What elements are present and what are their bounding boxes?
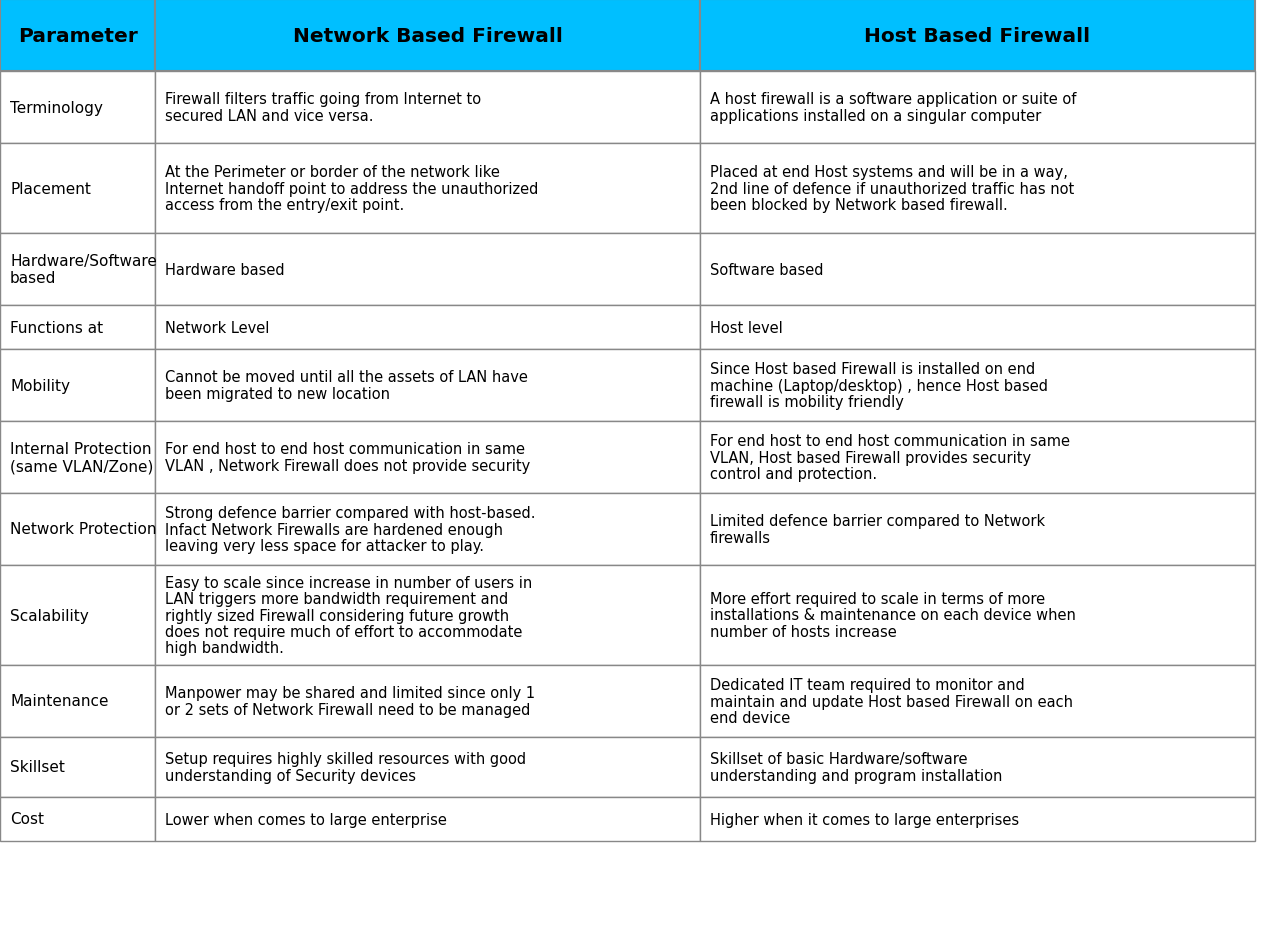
Text: Placed at end Host systems and will be in a way,: Placed at end Host systems and will be i… <box>710 165 1068 180</box>
Text: Software based: Software based <box>710 262 823 277</box>
Text: access from the entry/exit point.: access from the entry/exit point. <box>165 198 404 212</box>
Bar <box>700 797 1254 842</box>
Text: secured LAN and vice versa.: secured LAN and vice versa. <box>165 109 374 124</box>
Text: Terminology: Terminology <box>10 100 102 115</box>
Text: Network Protection: Network Protection <box>10 522 156 537</box>
Text: been blocked by Network based firewall.: been blocked by Network based firewall. <box>710 198 1007 212</box>
Text: Limited defence barrier compared to Network: Limited defence barrier compared to Netw… <box>710 514 1046 528</box>
Text: understanding of Security devices: understanding of Security devices <box>165 768 416 783</box>
Bar <box>155 144 700 234</box>
Text: rightly sized Firewall considering future growth: rightly sized Firewall considering futur… <box>165 608 509 623</box>
Bar <box>700 0 1254 72</box>
Text: understanding and program installation: understanding and program installation <box>710 768 1002 783</box>
Bar <box>700 422 1254 493</box>
Text: Host Based Firewall: Host Based Firewall <box>864 27 1091 46</box>
Bar <box>0 737 155 797</box>
Text: VLAN , Network Firewall does not provide security: VLAN , Network Firewall does not provide… <box>165 458 530 473</box>
Text: Easy to scale since increase in number of users in: Easy to scale since increase in number o… <box>165 575 532 590</box>
Text: Skillset of basic Hardware/software: Skillset of basic Hardware/software <box>710 751 968 766</box>
Bar <box>700 234 1254 306</box>
Text: Manpower may be shared and limited since only 1: Manpower may be shared and limited since… <box>165 685 535 701</box>
Text: For end host to end host communication in same: For end host to end host communication i… <box>165 442 525 457</box>
Bar <box>0 144 155 234</box>
Text: Parameter: Parameter <box>18 27 137 46</box>
Bar <box>155 565 700 665</box>
Bar <box>0 665 155 737</box>
Bar <box>700 565 1254 665</box>
Text: been migrated to new location: been migrated to new location <box>165 387 390 401</box>
Bar <box>155 422 700 493</box>
Text: machine (Laptop/desktop) , hence Host based: machine (Laptop/desktop) , hence Host ba… <box>710 378 1048 393</box>
Text: Mobility: Mobility <box>10 378 70 393</box>
Text: Hardware based: Hardware based <box>165 262 284 277</box>
Text: A host firewall is a software application or suite of: A host firewall is a software applicatio… <box>710 92 1076 108</box>
Bar <box>155 665 700 737</box>
Bar <box>155 72 700 144</box>
Text: Network Based Firewall: Network Based Firewall <box>293 27 562 46</box>
Text: Functions at: Functions at <box>10 320 104 335</box>
Text: applications installed on a singular computer: applications installed on a singular com… <box>710 109 1041 124</box>
Bar <box>700 144 1254 234</box>
Text: leaving very less space for attacker to play.: leaving very less space for attacker to … <box>165 538 484 553</box>
Text: For end host to end host communication in same: For end host to end host communication i… <box>710 434 1070 448</box>
Bar <box>155 493 700 565</box>
Text: Scalability: Scalability <box>10 608 88 623</box>
Bar <box>155 349 700 422</box>
Text: Internal Protection
(same VLAN/Zone): Internal Protection (same VLAN/Zone) <box>10 442 154 474</box>
Text: control and protection.: control and protection. <box>710 466 877 482</box>
Bar <box>0 493 155 565</box>
Bar <box>0 0 155 72</box>
Text: does not require much of effort to accommodate: does not require much of effort to accom… <box>165 625 522 639</box>
Text: firewalls: firewalls <box>710 530 771 545</box>
Text: Host level: Host level <box>710 320 783 335</box>
Bar <box>155 0 700 72</box>
Bar <box>0 797 155 842</box>
Text: number of hosts increase: number of hosts increase <box>710 625 897 639</box>
Text: Skillset: Skillset <box>10 760 65 775</box>
Bar <box>700 493 1254 565</box>
Bar <box>155 797 700 842</box>
Text: Hardware/Software
based: Hardware/Software based <box>10 253 157 286</box>
Text: Since Host based Firewall is installed on end: Since Host based Firewall is installed o… <box>710 362 1036 377</box>
Text: Network Level: Network Level <box>165 320 269 335</box>
Text: maintain and update Host based Firewall on each: maintain and update Host based Firewall … <box>710 694 1073 708</box>
Bar <box>700 349 1254 422</box>
Text: installations & maintenance on each device when: installations & maintenance on each devi… <box>710 608 1076 623</box>
Text: At the Perimeter or border of the network like: At the Perimeter or border of the networ… <box>165 165 500 180</box>
Text: VLAN, Host based Firewall provides security: VLAN, Host based Firewall provides secur… <box>710 450 1032 465</box>
Text: Cannot be moved until all the assets of LAN have: Cannot be moved until all the assets of … <box>165 370 527 385</box>
Text: Internet handoff point to address the unauthorized: Internet handoff point to address the un… <box>165 181 539 196</box>
Text: Infact Network Firewalls are hardened enough: Infact Network Firewalls are hardened en… <box>165 522 503 537</box>
Bar <box>155 737 700 797</box>
Bar <box>0 565 155 665</box>
Bar <box>700 306 1254 349</box>
Text: LAN triggers more bandwidth requirement and: LAN triggers more bandwidth requirement … <box>165 591 508 606</box>
Bar <box>700 665 1254 737</box>
Bar <box>700 72 1254 144</box>
Bar <box>155 234 700 306</box>
Bar <box>0 234 155 306</box>
Text: Lower when comes to large enterprise: Lower when comes to large enterprise <box>165 812 447 826</box>
Text: Dedicated IT team required to monitor and: Dedicated IT team required to monitor an… <box>710 678 1025 692</box>
Bar <box>700 737 1254 797</box>
Text: Firewall filters traffic going from Internet to: Firewall filters traffic going from Inte… <box>165 92 481 108</box>
Text: or 2 sets of Network Firewall need to be managed: or 2 sets of Network Firewall need to be… <box>165 702 530 717</box>
Text: More effort required to scale in terms of more: More effort required to scale in terms o… <box>710 591 1046 606</box>
Text: 2nd line of defence if unauthorized traffic has not: 2nd line of defence if unauthorized traf… <box>710 181 1074 196</box>
Bar <box>0 422 155 493</box>
Text: Placement: Placement <box>10 181 91 196</box>
Text: firewall is mobility friendly: firewall is mobility friendly <box>710 394 904 409</box>
Text: end device: end device <box>710 710 790 725</box>
Text: Higher when it comes to large enterprises: Higher when it comes to large enterprise… <box>710 812 1019 826</box>
Bar <box>0 306 155 349</box>
Bar <box>155 306 700 349</box>
Bar <box>0 72 155 144</box>
Bar <box>0 349 155 422</box>
Text: WWW.NWKINGS.COM: WWW.NWKINGS.COM <box>198 282 774 644</box>
Text: Setup requires highly skilled resources with good: Setup requires highly skilled resources … <box>165 751 526 766</box>
Text: Cost: Cost <box>10 812 44 826</box>
Text: Maintenance: Maintenance <box>10 694 109 708</box>
Text: high bandwidth.: high bandwidth. <box>165 641 284 655</box>
Text: Strong defence barrier compared with host-based.: Strong defence barrier compared with hos… <box>165 506 535 521</box>
